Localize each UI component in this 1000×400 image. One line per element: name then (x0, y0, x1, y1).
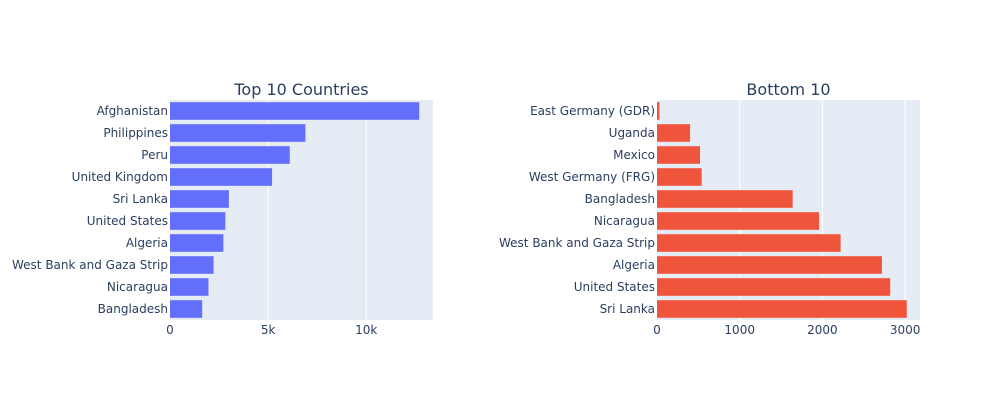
bar (170, 256, 214, 274)
chart-panel-2: East Germany (GDR) Uganda Mexico West Germa… (499, 80, 920, 337)
y-tick-label: Peru (141, 148, 168, 162)
bar (170, 102, 420, 120)
y-tick-label: Nicaragua (107, 280, 168, 294)
y-tick-label: East Germany (GDR) (530, 104, 655, 118)
y-tick-label: Bangladesh (585, 192, 655, 206)
bar (657, 256, 882, 274)
bar (170, 278, 209, 296)
chart-title: Top 10 Countries (233, 80, 368, 99)
bar (170, 168, 273, 186)
bar (170, 300, 203, 318)
bar (657, 234, 841, 252)
bar (657, 300, 907, 318)
x-tick-label: 0 (653, 323, 661, 337)
y-tick-label: Algeria (126, 236, 168, 250)
y-tick-label: West Germany (FRG) (529, 170, 655, 184)
bar (657, 146, 701, 164)
chart-title: Bottom 10 (746, 80, 830, 99)
bar (657, 278, 891, 296)
y-tick-label: Bangladesh (98, 302, 168, 316)
x-tick-label: 0 (166, 323, 174, 337)
y-tick-label: Philippines (103, 126, 168, 140)
x-tick-label: 1000 (724, 323, 755, 337)
y-tick-label: West Bank and Gaza Strip (12, 258, 168, 272)
bar (657, 102, 660, 120)
y-tick-label: Uganda (609, 126, 655, 140)
bar (657, 124, 691, 142)
bar (170, 124, 306, 142)
x-tick-label: 5k (261, 323, 276, 337)
x-tick-label: 2000 (807, 323, 838, 337)
y-tick-label: United States (87, 214, 168, 228)
y-tick-label: United States (574, 280, 655, 294)
bar (170, 234, 224, 252)
chart-panel-1: Afghanistan Philippines Peru United Kingdom… (12, 80, 433, 337)
bar (170, 190, 229, 208)
y-tick-label: Afghanistan (97, 104, 168, 118)
bar (657, 168, 702, 186)
y-tick-label: Algeria (613, 258, 655, 272)
y-tick-label: Sri Lanka (600, 302, 655, 316)
bar (170, 146, 290, 164)
x-tick-label: 3000 (890, 323, 921, 337)
bar (170, 212, 226, 230)
y-tick-label: Sri Lanka (113, 192, 168, 206)
y-tick-label: West Bank and Gaza Strip (499, 236, 655, 250)
bar (657, 190, 793, 208)
y-tick-label: United Kingdom (72, 170, 168, 184)
bar (657, 212, 820, 230)
x-tick-label: 10k (355, 323, 377, 337)
y-tick-label: Mexico (613, 148, 655, 162)
y-tick-label: Nicaragua (594, 214, 655, 228)
